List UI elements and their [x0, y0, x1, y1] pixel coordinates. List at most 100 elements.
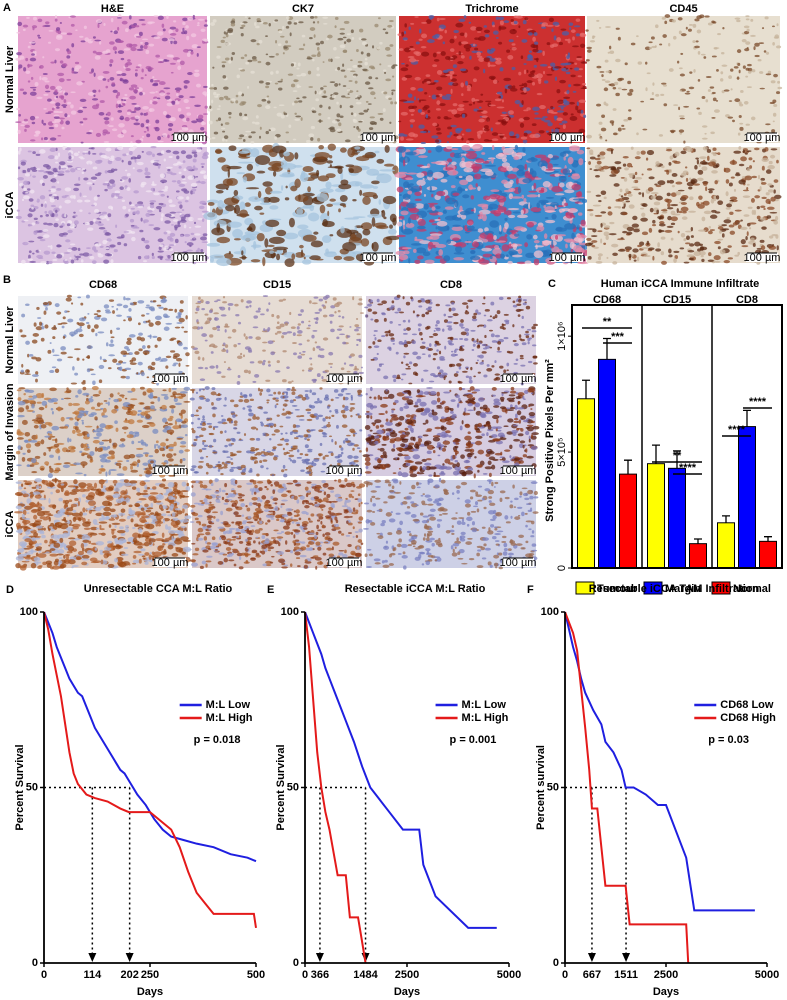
- tissue-texture: [663, 103, 667, 106]
- tissue-texture: [222, 131, 225, 133]
- tissue-texture: [490, 315, 492, 317]
- tissue-texture: [618, 128, 622, 132]
- tissue-texture: [368, 103, 372, 105]
- tissue-texture: [136, 66, 140, 68]
- tissue-texture: [681, 207, 689, 212]
- tissue-texture: [185, 241, 187, 243]
- tissue-texture: [97, 310, 101, 313]
- tissue-texture: [60, 22, 62, 24]
- tissue-texture: [487, 233, 493, 240]
- tissue-texture: [222, 65, 225, 68]
- tissue-texture: [148, 224, 154, 226]
- tissue-texture: [559, 80, 566, 84]
- tissue-texture: [17, 210, 20, 212]
- tissue-texture: [17, 389, 22, 391]
- tissue-texture: [248, 17, 250, 19]
- tissue-texture: [195, 303, 201, 305]
- tissue-texture: [32, 395, 37, 398]
- tissue-texture: [497, 351, 502, 353]
- tissue-texture: [290, 32, 292, 36]
- tissue-texture: [389, 224, 393, 228]
- tissue-texture: [150, 146, 156, 148]
- tissue-texture: [161, 150, 164, 154]
- tissue-texture: [83, 252, 90, 256]
- tissue-texture: [317, 138, 320, 142]
- tissue-texture: [721, 224, 727, 226]
- tissue-texture: [438, 249, 443, 256]
- tissue-texture: [92, 380, 96, 384]
- tissue-texture: [403, 220, 405, 225]
- tissue-texture: [641, 213, 645, 217]
- tissue-texture: [631, 147, 634, 150]
- tissue-texture: [71, 302, 73, 304]
- tissue-texture: [339, 325, 344, 327]
- tissue-texture: [389, 333, 395, 336]
- tissue-texture: [678, 107, 680, 111]
- tissue-texture: [367, 53, 371, 57]
- tissue-texture: [75, 426, 79, 430]
- tissue-texture: [63, 235, 67, 237]
- tissue-texture: [437, 366, 440, 369]
- tissue-texture: [168, 199, 172, 203]
- tissue-texture: [525, 331, 529, 334]
- tissue-texture: [587, 49, 592, 53]
- tissue-texture: [180, 300, 184, 304]
- tissue-texture: [770, 155, 775, 159]
- tissue-texture: [92, 153, 96, 155]
- tissue-texture: [28, 224, 31, 227]
- tissue-texture: [184, 85, 188, 88]
- tissue-texture: [124, 231, 129, 233]
- tissue-texture: [49, 455, 54, 458]
- tissue-texture: [745, 76, 748, 78]
- tissue-texture: [374, 151, 379, 154]
- tissue-texture: [217, 237, 231, 243]
- tissue-texture: [316, 170, 319, 177]
- tissue-texture: [436, 86, 442, 90]
- tissue-texture: [263, 360, 266, 363]
- tissue-texture: [538, 200, 548, 204]
- tissue-texture: [216, 299, 220, 301]
- tissue-texture: [492, 25, 495, 28]
- tissue-texture: [732, 120, 735, 123]
- tissue-texture: [330, 81, 336, 83]
- tissue-texture: [576, 18, 581, 21]
- tissue-texture: [102, 132, 106, 135]
- tissue-texture: [566, 90, 569, 94]
- tissue-texture: [56, 254, 62, 258]
- tissue-texture: [166, 15, 169, 18]
- tissue-texture: [760, 88, 765, 90]
- tissue-texture: [276, 53, 279, 55]
- tissue-texture: [232, 52, 235, 55]
- tissue-texture: [375, 77, 378, 79]
- row-header: iCCA: [4, 192, 16, 219]
- tissue-texture: [165, 246, 169, 250]
- tissue-texture: [248, 336, 252, 339]
- tissue-texture: [340, 226, 344, 233]
- tissue-texture: [49, 466, 51, 469]
- tissue-texture: [140, 42, 143, 44]
- tissue-texture: [37, 236, 43, 238]
- tissue-texture: [661, 237, 666, 240]
- tissue-texture: [222, 344, 225, 346]
- tissue-texture: [258, 191, 261, 198]
- tissue-texture: [454, 350, 457, 353]
- tissue-texture: [180, 445, 186, 447]
- tissue-texture: [315, 152, 330, 159]
- tissue-texture: [108, 401, 110, 405]
- tissue-texture: [401, 379, 404, 381]
- tissue-texture: [664, 21, 667, 25]
- tissue-texture: [173, 353, 180, 357]
- tissue-texture: [635, 177, 642, 180]
- tissue-texture: [166, 150, 171, 153]
- tissue-texture: [56, 107, 60, 109]
- tissue-texture: [68, 446, 76, 450]
- tissue-texture: [64, 200, 71, 204]
- tissue-texture: [494, 360, 496, 363]
- tissue-texture: [687, 147, 693, 152]
- tissue-texture: [27, 464, 30, 467]
- tissue-texture: [390, 214, 397, 222]
- tissue-texture: [153, 80, 160, 82]
- tissue-texture: [599, 122, 603, 125]
- tissue-texture: [537, 93, 543, 95]
- tissue-texture: [104, 141, 110, 143]
